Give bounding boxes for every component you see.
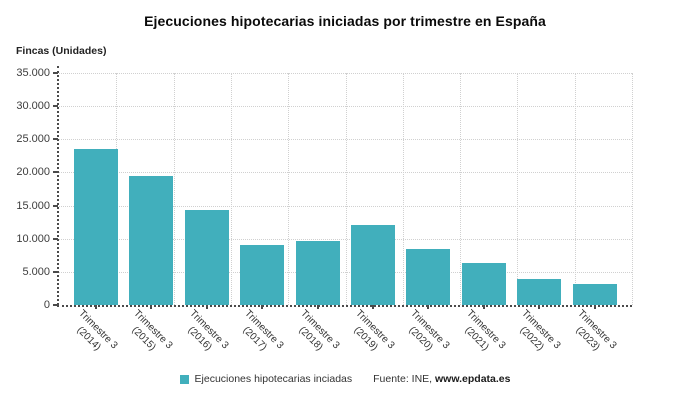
y-axis-tick bbox=[53, 304, 58, 306]
x-tick-label: Trimestre 3 (2019) bbox=[343, 308, 397, 361]
v-gridline bbox=[345, 73, 347, 305]
legend-item[interactable]: Ejecuciones hipotecarias inciadas bbox=[179, 373, 353, 385]
x-axis-tick bbox=[593, 305, 596, 309]
x-axis-tick bbox=[372, 305, 374, 309]
legend-swatch-icon bbox=[179, 374, 189, 384]
y-axis-tick bbox=[53, 237, 58, 240]
x-tick-label: Trimestre 3 (2016) bbox=[177, 308, 231, 361]
x-tick-label: Trimestre 3 (2021) bbox=[454, 308, 508, 361]
x-axis-tick bbox=[482, 305, 485, 309]
x-tick-label: Trimestre 3 (2017) bbox=[233, 308, 286, 361]
y-axis-tick bbox=[53, 204, 58, 207]
bar[interactable] bbox=[295, 241, 340, 305]
y-tick-label: 10.000 bbox=[16, 232, 50, 245]
v-gridline bbox=[632, 73, 633, 305]
v-gridline bbox=[402, 73, 404, 305]
bar[interactable] bbox=[517, 279, 562, 305]
x-axis-tick bbox=[538, 305, 541, 309]
bar[interactable] bbox=[240, 245, 285, 305]
v-gridline bbox=[288, 73, 290, 305]
plot-area: 0 5.000 10.000 15.000 20.000 25.000 30.000 35.0… bbox=[16, 66, 633, 353]
v-gridline bbox=[173, 73, 175, 305]
bar[interactable] bbox=[572, 284, 617, 305]
bar[interactable] bbox=[184, 209, 229, 305]
x-axis-line bbox=[57, 305, 632, 307]
bar[interactable] bbox=[74, 149, 118, 305]
x-tick-label: Trimestre 3 (2020) bbox=[399, 308, 452, 361]
bar[interactable] bbox=[351, 225, 395, 305]
bar[interactable] bbox=[129, 175, 174, 305]
v-gridline bbox=[574, 73, 576, 305]
y-tick-label: 5.000 bbox=[22, 265, 50, 278]
legend: Ejecuciones hipotecarias inciadas Fuente… bbox=[0, 373, 690, 385]
v-gridline bbox=[517, 73, 519, 305]
y-axis-tick bbox=[53, 138, 58, 141]
x-tick-label: Trimestre 3 (2015) bbox=[122, 308, 175, 361]
bar[interactable] bbox=[406, 249, 451, 305]
source-text: Fuente: INE, www.epdata.es bbox=[373, 373, 510, 385]
y-tick-label: 15.000 bbox=[16, 199, 50, 212]
chart-title: Ejecuciones hipotecarias iniciadas por t… bbox=[144, 13, 546, 29]
y-tick-label: 0 bbox=[43, 299, 50, 311]
source-link[interactable]: www.epdata.es bbox=[435, 373, 511, 385]
v-gridline bbox=[230, 73, 232, 305]
x-axis-tick bbox=[95, 305, 97, 309]
x-tick-label: Trimestre 3 (2014) bbox=[66, 308, 120, 361]
x-tick-label: Trimestre 3 (2018) bbox=[288, 308, 342, 361]
x-tick-label: Trimestre 3 (2023) bbox=[565, 308, 619, 361]
legend-label: Ejecuciones hipotecarias inciadas bbox=[194, 373, 353, 385]
y-tick-label: 35.000 bbox=[16, 67, 50, 79]
y-tick-label: 25.000 bbox=[16, 133, 50, 146]
source-prefix: Fuente: INE, bbox=[373, 373, 435, 385]
x-axis-tick bbox=[427, 305, 430, 309]
x-axis-tick bbox=[316, 305, 319, 309]
y-axis-title: Fincas (Unidades) bbox=[16, 45, 107, 57]
y-tick-label: 20.000 bbox=[16, 166, 50, 179]
x-axis-tick bbox=[150, 305, 153, 309]
bar[interactable] bbox=[461, 262, 506, 305]
y-axis-tick bbox=[53, 105, 58, 108]
v-gridline bbox=[460, 73, 462, 305]
x-axis-tick bbox=[261, 305, 264, 309]
y-axis-tick bbox=[53, 171, 58, 174]
y-axis-line bbox=[57, 66, 59, 305]
x-tick-label: Trimestre 3 (2022) bbox=[510, 308, 563, 361]
y-tick-label: 30.000 bbox=[16, 100, 50, 113]
x-axis-tick bbox=[205, 305, 208, 309]
y-axis-tick bbox=[53, 72, 58, 74]
y-axis-tick bbox=[53, 270, 58, 273]
